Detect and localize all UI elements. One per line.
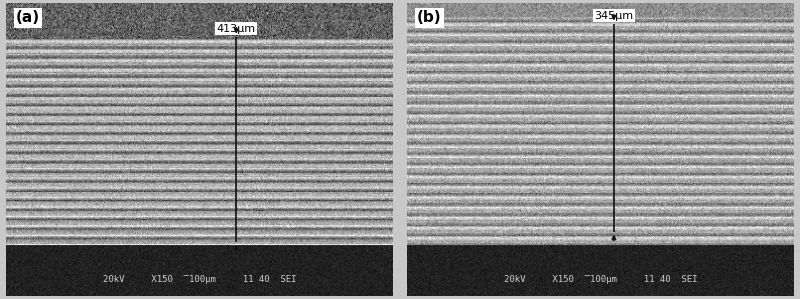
Text: (b): (b): [417, 10, 442, 25]
Text: 20kV     X150  ̅100μm     11 40  SEI: 20kV X150 ̅100μm 11 40 SEI: [103, 275, 296, 284]
Text: 345μm: 345μm: [594, 10, 634, 21]
Text: (a): (a): [16, 10, 40, 25]
Text: 413μm: 413μm: [217, 24, 256, 34]
Text: 20kV     X150  ̅100μm     11 40  SEI: 20kV X150 ̅100μm 11 40 SEI: [504, 275, 697, 284]
